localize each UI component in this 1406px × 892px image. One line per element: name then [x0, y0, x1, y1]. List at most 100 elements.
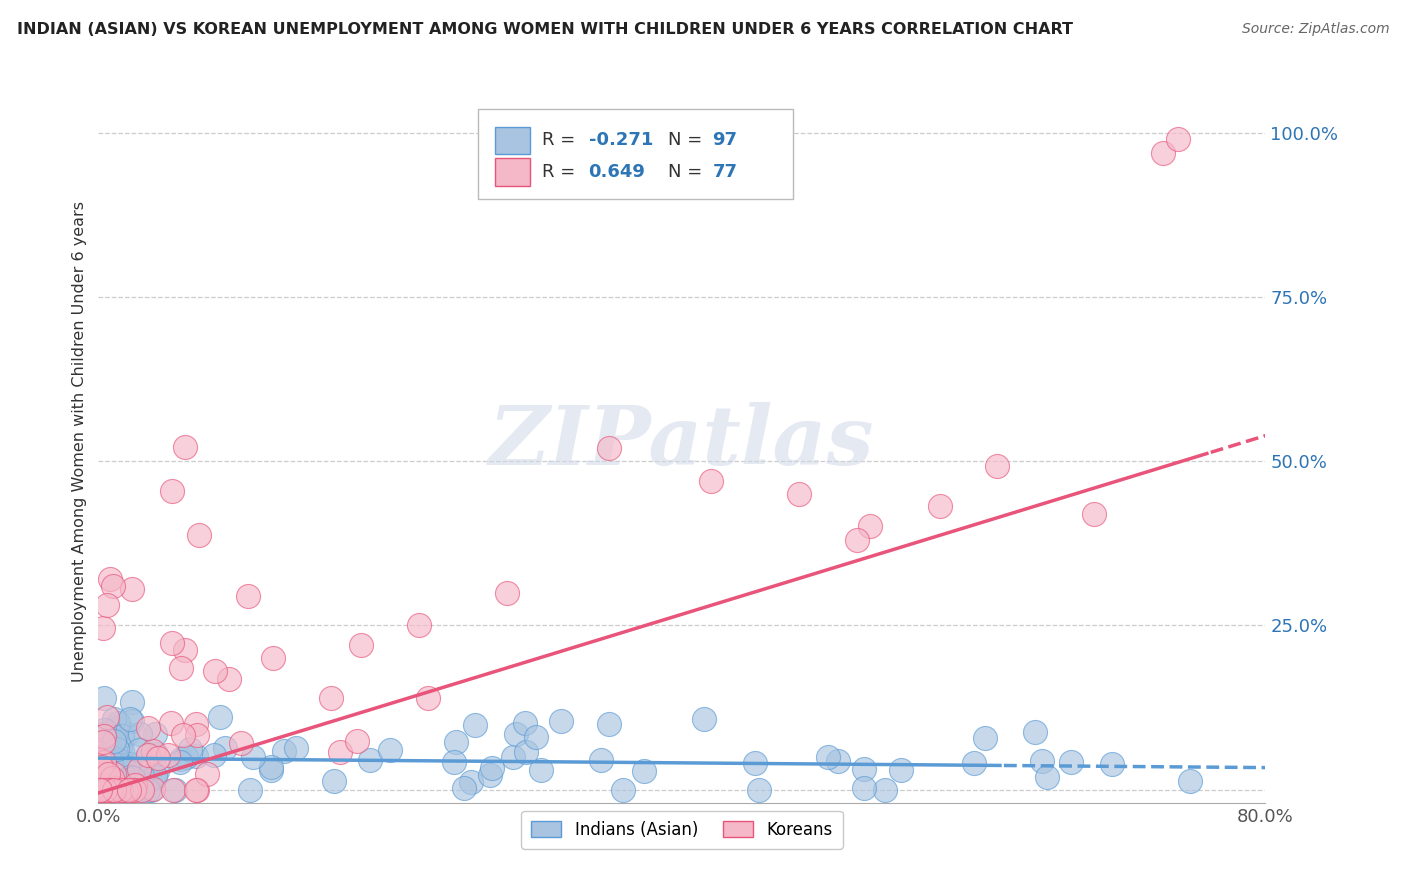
- Text: INDIAN (ASIAN) VS KOREAN UNEMPLOYMENT AMONG WOMEN WITH CHILDREN UNDER 6 YEARS CO: INDIAN (ASIAN) VS KOREAN UNEMPLOYMENT AM…: [17, 22, 1073, 37]
- Point: [120, 770, 142, 784]
- Point: [179, 742, 201, 756]
- Point: [121, 714, 143, 728]
- Point: [89, 782, 111, 797]
- Point: [202, 747, 225, 762]
- Point: [91, 734, 114, 748]
- Point: [145, 747, 167, 761]
- Point: [93, 755, 115, 769]
- Point: [1167, 132, 1189, 146]
- Point: [350, 638, 373, 652]
- Point: [122, 782, 145, 797]
- Point: [96, 710, 118, 724]
- Point: [136, 747, 159, 762]
- Text: ZIPatlas: ZIPatlas: [489, 401, 875, 482]
- Point: [173, 643, 195, 657]
- Y-axis label: Unemployment Among Women with Children Under 6 years: Unemployment Among Women with Children U…: [72, 201, 87, 682]
- Point: [242, 750, 264, 764]
- Point: [124, 778, 146, 792]
- Text: -0.271: -0.271: [589, 131, 652, 149]
- Point: [108, 782, 131, 797]
- Point: [93, 767, 115, 781]
- Point: [143, 727, 166, 741]
- Point: [530, 763, 553, 777]
- Point: [598, 441, 620, 455]
- Point: [273, 744, 295, 758]
- Point: [103, 782, 125, 797]
- Point: [162, 484, 184, 499]
- Point: [118, 712, 141, 726]
- Point: [90, 777, 112, 791]
- Text: R =: R =: [541, 163, 581, 181]
- Point: [91, 742, 114, 756]
- Point: [962, 756, 984, 771]
- Point: [122, 782, 145, 797]
- Point: [329, 745, 352, 759]
- Point: [122, 782, 145, 797]
- Point: [218, 672, 240, 686]
- Point: [853, 762, 876, 776]
- Point: [121, 582, 143, 596]
- Point: [598, 717, 620, 731]
- Point: [142, 781, 165, 796]
- Point: [259, 760, 281, 774]
- Point: [817, 749, 839, 764]
- Legend: Indians (Asian), Koreans: Indians (Asian), Koreans: [522, 811, 842, 848]
- Point: [105, 721, 128, 735]
- Point: [418, 690, 440, 705]
- Point: [186, 782, 208, 797]
- Point: [204, 665, 226, 679]
- Point: [128, 762, 150, 776]
- Point: [100, 782, 122, 797]
- Point: [104, 782, 127, 797]
- Point: [115, 782, 138, 797]
- Point: [98, 572, 121, 586]
- Point: [93, 723, 115, 738]
- Point: [93, 729, 115, 743]
- Point: [444, 734, 467, 748]
- Point: [93, 690, 115, 705]
- Point: [1152, 145, 1174, 160]
- Point: [875, 782, 897, 797]
- Point: [380, 743, 402, 757]
- Point: [131, 755, 153, 769]
- Point: [827, 754, 849, 768]
- Point: [89, 753, 111, 767]
- Point: [91, 621, 114, 635]
- Point: [172, 728, 194, 742]
- Point: [94, 782, 117, 797]
- Point: [103, 767, 125, 781]
- Point: [96, 782, 118, 797]
- Point: [103, 733, 125, 747]
- Point: [195, 766, 218, 780]
- Point: [104, 750, 127, 764]
- Text: R =: R =: [541, 131, 581, 149]
- Point: [128, 743, 150, 757]
- Point: [236, 589, 259, 603]
- Point: [98, 744, 121, 758]
- Point: [346, 734, 368, 748]
- Point: [170, 752, 193, 766]
- Point: [89, 780, 111, 795]
- Point: [96, 598, 118, 612]
- Point: [98, 782, 121, 797]
- Point: [748, 782, 770, 797]
- Point: [550, 714, 572, 729]
- Point: [633, 764, 655, 778]
- Point: [100, 755, 122, 769]
- Point: [103, 712, 125, 726]
- Point: [408, 618, 430, 632]
- Point: [90, 760, 112, 774]
- Point: [612, 782, 634, 797]
- Point: [101, 579, 124, 593]
- Text: 77: 77: [713, 163, 737, 181]
- Point: [693, 712, 716, 726]
- Point: [110, 782, 132, 797]
- Point: [112, 782, 135, 797]
- Point: [591, 753, 613, 767]
- Point: [146, 764, 169, 778]
- Point: [214, 741, 236, 756]
- Point: [1031, 754, 1053, 768]
- Point: [973, 731, 995, 746]
- Point: [129, 727, 152, 741]
- Point: [93, 782, 115, 797]
